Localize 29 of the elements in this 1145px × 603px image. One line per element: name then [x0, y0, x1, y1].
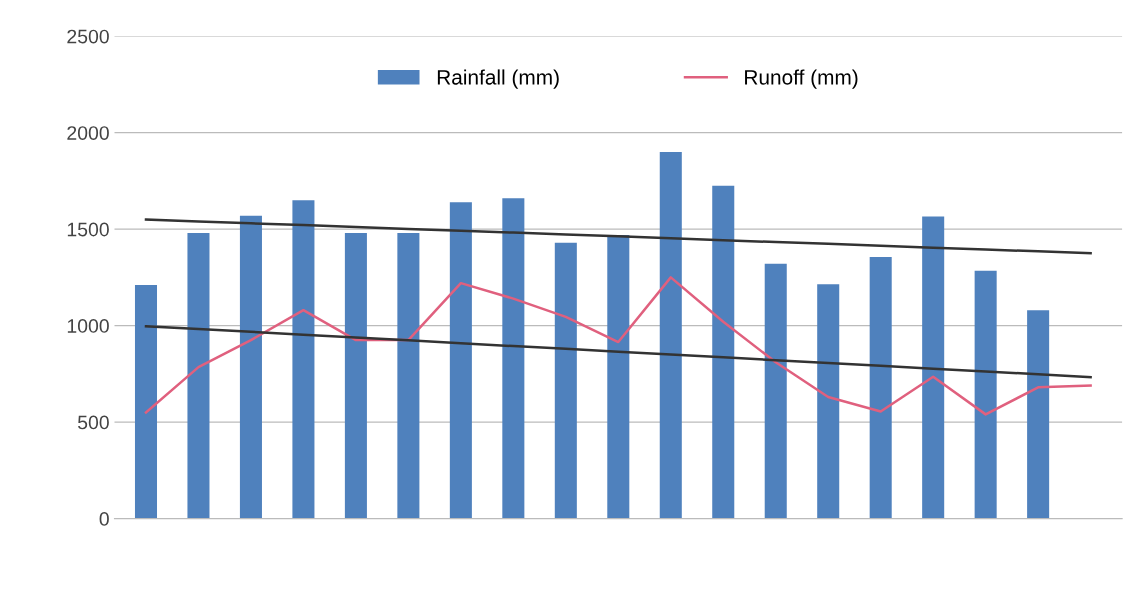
- legend-label: Rainfall (mm): [437, 69, 559, 89]
- line-series: [144, 218, 1092, 255]
- bar: [344, 233, 367, 519]
- bar: [869, 257, 892, 519]
- bar: [1027, 310, 1050, 519]
- line-series: [144, 324, 1092, 379]
- bar: [134, 285, 158, 519]
- y-tick-label: 500: [77, 415, 109, 430]
- bar: [292, 200, 315, 519]
- line-series: [144, 276, 1092, 416]
- bar: [922, 216, 945, 519]
- y-tick-label: 2000: [67, 126, 109, 140]
- bar: [397, 233, 420, 519]
- bar: [764, 263, 787, 519]
- bar: [449, 202, 472, 519]
- bar: [239, 215, 262, 519]
- bar: [187, 233, 210, 519]
- bar: [607, 234, 630, 519]
- y-tick-label: 0: [99, 512, 109, 526]
- y-tick-label: 1000: [67, 319, 109, 333]
- bar: [817, 284, 840, 519]
- bar: [974, 270, 997, 519]
- legend-label: Runoff (mm): [745, 69, 858, 89]
- bar: [712, 185, 735, 519]
- y-tick-label: 1500: [67, 222, 109, 237]
- bar: [554, 242, 577, 519]
- bar: [502, 198, 525, 519]
- bar: [659, 151, 682, 519]
- y-tick-label: 2500: [67, 29, 109, 44]
